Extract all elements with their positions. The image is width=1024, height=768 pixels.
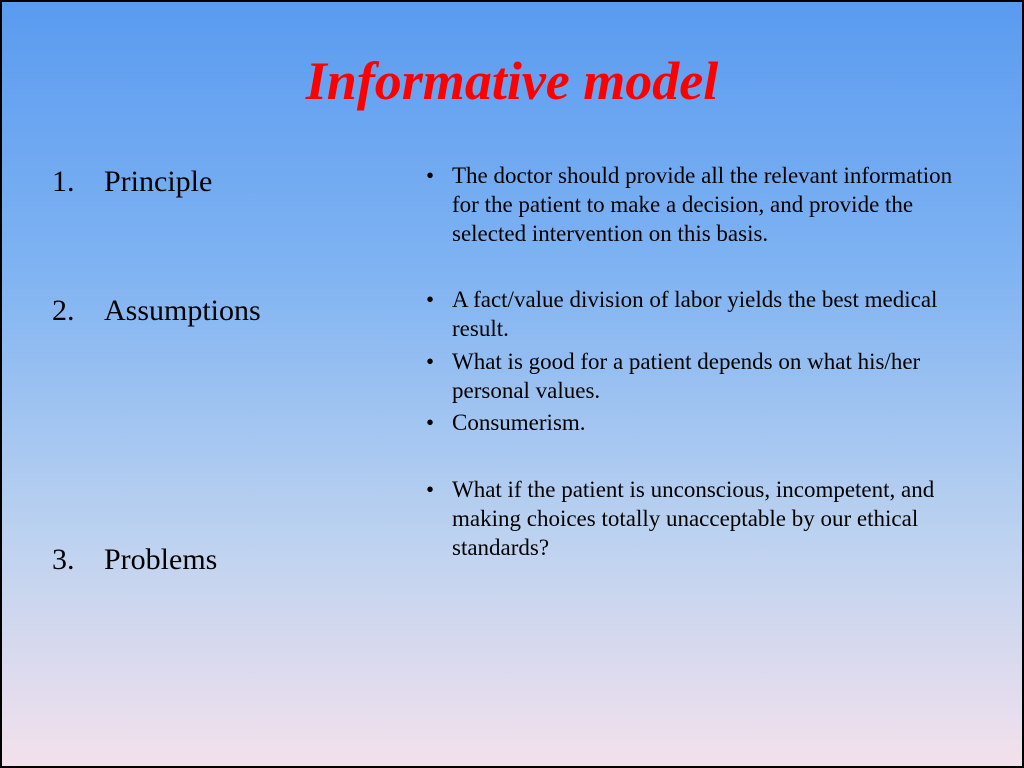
list-item: 1. Principle (52, 162, 402, 201)
right-column: • The doctor should provide all the rele… (422, 162, 982, 579)
bullet-dot-icon: • (422, 162, 452, 248)
bullet-item: • What is good for a patient depends on … (422, 348, 972, 406)
slide-body: 1. Principle 2. Assumptions 3. Problems … (42, 162, 982, 579)
spacer (422, 442, 972, 476)
spacer (422, 252, 972, 286)
left-column: 1. Principle 2. Assumptions 3. Problems (42, 162, 402, 579)
spacer (52, 201, 402, 291)
bullet-text: Consumerism. (452, 409, 586, 438)
list-label: Problems (104, 540, 217, 579)
bullet-item: • Consumerism. (422, 409, 972, 438)
list-label: Principle (104, 162, 212, 201)
list-number: 2. (52, 291, 104, 330)
bullet-text: A fact/value division of labor yields th… (452, 286, 972, 344)
bullet-item: • The doctor should provide all the rele… (422, 162, 972, 248)
slide-title: Informative model (42, 50, 982, 112)
spacer (52, 330, 402, 540)
bullet-dot-icon: • (422, 409, 452, 438)
bullet-text: What is good for a patient depends on wh… (452, 348, 972, 406)
slide: Informative model 1. Principle 2. Assump… (0, 0, 1024, 768)
bullet-text: What if the patient is unconscious, inco… (452, 476, 972, 562)
list-number: 1. (52, 162, 104, 201)
list-item: 2. Assumptions (52, 291, 402, 330)
list-label: Assumptions (104, 291, 261, 330)
bullet-item: • What if the patient is unconscious, in… (422, 476, 972, 562)
bullet-text: The doctor should provide all the releva… (452, 162, 972, 248)
bullet-dot-icon: • (422, 348, 452, 406)
list-item: 3. Problems (52, 540, 402, 579)
list-number: 3. (52, 540, 104, 579)
bullet-dot-icon: • (422, 476, 452, 562)
bullet-item: • A fact/value division of labor yields … (422, 286, 972, 344)
bullet-dot-icon: • (422, 286, 452, 344)
